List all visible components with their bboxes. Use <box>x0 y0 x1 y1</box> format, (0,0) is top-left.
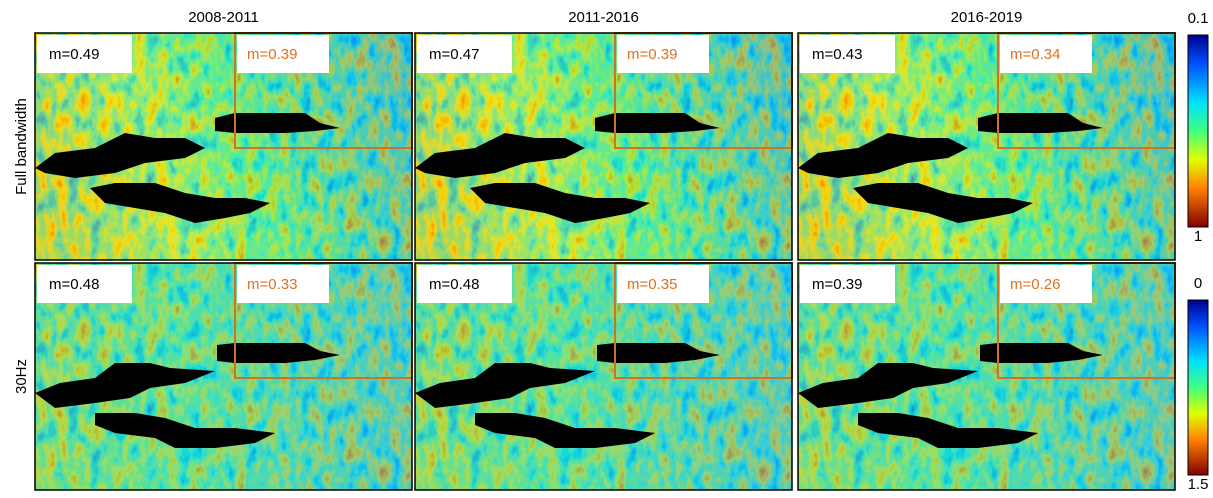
inset-m-label: m=0.26 <box>1010 276 1060 293</box>
map-panel: m=0.48 m=0.35 <box>415 263 792 490</box>
figure: 2008-2011 2011-2016 2016-2019 Full bandwidt… <box>0 0 1213 493</box>
map-panel: m=0.47 m=0.39 <box>415 33 792 260</box>
inset-m-label: m=0.35 <box>627 276 677 293</box>
inset-m-label: m=0.33 <box>247 276 297 293</box>
map-panel: m=0.39 m=0.26 <box>798 263 1175 490</box>
colorbar <box>1188 35 1208 227</box>
colorbar <box>1188 300 1208 475</box>
colorbar-label: 0.1 <box>1188 10 1209 27</box>
m-label: m=0.43 <box>812 46 862 63</box>
map-panel: m=0.43 m=0.34 <box>798 33 1175 260</box>
colorbar-label: 0 <box>1194 275 1202 292</box>
m-label: m=0.47 <box>429 46 479 63</box>
inset-m-label: m=0.34 <box>1010 46 1060 63</box>
inset-m-label: m=0.39 <box>627 46 677 63</box>
row-label: 30Hz <box>13 359 30 394</box>
m-label: m=0.39 <box>812 276 862 293</box>
row-label: Full bandwidth <box>13 98 30 195</box>
column-title: 2011-2016 <box>568 9 639 26</box>
colorbar-label: 1 <box>1194 228 1202 245</box>
column-title: 2008-2011 <box>188 9 259 26</box>
map-panel: m=0.49 m=0.39 <box>35 33 412 260</box>
colorbar-label: 1.5 <box>1188 476 1209 493</box>
m-label: m=0.48 <box>49 276 99 293</box>
content: 2008-2011 2011-2016 2016-2019 Full bandwidt… <box>13 9 1208 493</box>
column-title: 2016-2019 <box>951 9 1023 26</box>
inset-m-label: m=0.39 <box>247 46 297 63</box>
m-label: m=0.48 <box>429 276 479 293</box>
page: {"columns": ["2008-2011", "2011-2016", "… <box>0 0 1213 493</box>
m-label: m=0.49 <box>49 46 99 63</box>
map-panel: m=0.48 m=0.33 <box>35 263 412 490</box>
